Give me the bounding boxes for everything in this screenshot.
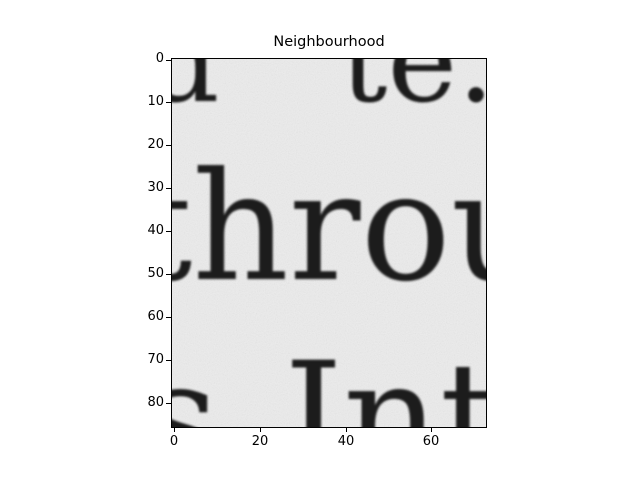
- text-image: d te. throu s Int: [172, 59, 486, 427]
- x-tick-label: 0: [169, 434, 179, 449]
- y-tick-label: 50: [147, 266, 164, 281]
- y-tick-label: 20: [147, 137, 164, 152]
- image-plot: d te. throu s Int: [171, 58, 487, 428]
- x-tick-mark: [174, 427, 175, 432]
- y-tick-label: 80: [147, 395, 164, 410]
- y-tick-mark: [166, 231, 171, 232]
- glyph-fragment-top-left: d: [172, 59, 220, 129]
- y-tick-mark: [166, 274, 171, 275]
- x-tick-label: 20: [251, 434, 269, 449]
- y-tick-label: 30: [147, 180, 164, 195]
- glyph-fragment-bottom-left: s: [172, 331, 219, 427]
- y-tick-mark: [166, 145, 171, 146]
- y-tick-label: 0: [155, 51, 164, 66]
- y-tick-mark: [166, 188, 171, 189]
- y-tick-mark: [166, 60, 171, 61]
- glyph-fragment-middle: throu: [172, 141, 486, 315]
- x-tick-mark: [346, 427, 347, 432]
- x-tick-label: 60: [422, 434, 440, 449]
- x-tick-mark: [431, 427, 432, 432]
- y-tick-label: 70: [147, 352, 164, 367]
- y-tick-mark: [166, 360, 171, 361]
- glyph-fragment-bottom-right: Int: [284, 331, 486, 427]
- y-tick-mark: [166, 317, 171, 318]
- plot-title: Neighbourhood: [273, 34, 385, 50]
- y-tick-label: 40: [147, 223, 164, 238]
- x-tick-mark: [260, 427, 261, 432]
- y-tick-mark: [166, 102, 171, 103]
- glyph-fragment-top-right: te.: [340, 59, 486, 129]
- y-tick-label: 60: [147, 309, 164, 324]
- x-tick-label: 40: [337, 434, 355, 449]
- y-tick-mark: [166, 403, 171, 404]
- y-tick-label: 10: [147, 94, 164, 109]
